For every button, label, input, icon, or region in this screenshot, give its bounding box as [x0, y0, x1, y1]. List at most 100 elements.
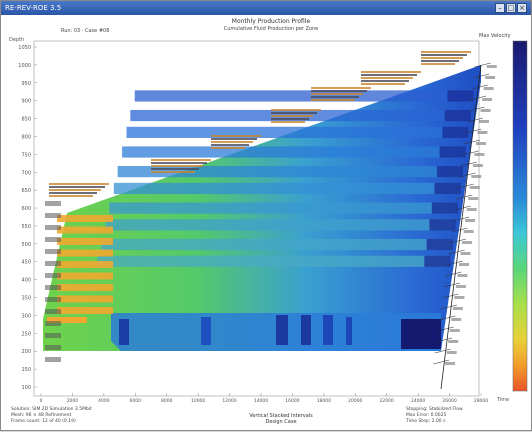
hatch-label	[485, 76, 496, 79]
flow-band-core	[442, 126, 469, 138]
x-tick-label: 12000	[222, 398, 236, 404]
label-block	[151, 171, 195, 173]
label-block	[211, 138, 257, 140]
label-block	[421, 54, 467, 56]
hatch-line	[446, 260, 464, 266]
orange-block	[57, 261, 113, 268]
y-tick-label: 400	[21, 278, 31, 284]
label-block	[421, 60, 459, 62]
hatch-line	[453, 216, 470, 222]
flow-band-core	[429, 219, 456, 231]
hatch-line	[454, 205, 471, 211]
label-block	[49, 189, 101, 191]
flow-band-core	[424, 255, 451, 267]
x-tick-label: 26000	[442, 398, 456, 404]
label-block	[45, 225, 61, 230]
label-block	[49, 183, 109, 185]
y-axis-ticks: 100 150 200 250 300 350 400 450 500 550 600 650 700 7…	[18, 45, 37, 391]
hatch-line	[471, 84, 488, 90]
hatch-label	[446, 351, 457, 354]
label-block	[45, 345, 61, 350]
y-tick-label: 200	[21, 349, 31, 355]
x-tick-label: 0	[40, 398, 43, 404]
label-block	[211, 147, 245, 149]
orange-block	[47, 317, 87, 323]
flow-band-core	[431, 202, 458, 214]
label-block	[271, 109, 321, 111]
window-title: RE-REV-ROE 3.5	[5, 4, 62, 12]
hatch-line	[463, 139, 481, 145]
hatch-line	[456, 194, 473, 200]
label-block	[211, 141, 253, 143]
hatch-label	[482, 98, 493, 101]
hatch-label	[462, 241, 473, 244]
hatch-line	[451, 227, 468, 233]
hatch-line	[445, 271, 462, 277]
hatch-label	[460, 252, 471, 255]
x-tick-label: 8000	[161, 398, 173, 404]
hatch-label	[477, 131, 488, 134]
footer-center-line: Design Case	[265, 419, 297, 425]
lower-zone-spike	[276, 315, 288, 345]
x-tick-label: 20000	[348, 398, 362, 404]
y-axis-label: Depth	[9, 37, 25, 43]
orange-block	[57, 272, 113, 280]
label-block	[45, 333, 61, 338]
y-tick-label: 600	[21, 206, 31, 212]
x-tick-label: 10000	[191, 398, 205, 404]
hatch-line	[448, 249, 465, 255]
flow-band-core	[447, 90, 474, 102]
orange-block	[57, 238, 113, 245]
x-tick-label: 24000	[411, 398, 425, 404]
label-block	[421, 51, 471, 53]
hatch-line	[474, 62, 491, 68]
footer-center: Vertical Stacked Intervals Design Case	[201, 413, 361, 425]
colorbar	[512, 40, 528, 392]
hatch-label	[455, 285, 466, 288]
minimize-button[interactable]: –	[495, 3, 505, 13]
label-block	[211, 144, 249, 146]
label-block	[311, 99, 355, 101]
lower-zone-spike	[119, 319, 129, 345]
label-block	[421, 57, 463, 59]
y-tick-label: 1000	[18, 63, 31, 69]
footer-right: Stopping: Stabilized Flow Max Error: 0.0…	[406, 407, 463, 425]
hatch-line	[437, 326, 454, 332]
hatch-label	[472, 164, 483, 167]
x-tick-label: 28000	[474, 398, 488, 404]
lower-zone-spike	[346, 317, 352, 345]
plot-subtitle: Cumulative Fluid Production per Zone	[223, 26, 319, 32]
label-block	[45, 297, 61, 302]
label-block	[361, 74, 417, 76]
maximize-button[interactable]: □	[506, 3, 516, 13]
hatch-label	[449, 329, 460, 332]
label-block	[45, 249, 61, 254]
y-tick-label: 500	[21, 242, 31, 248]
label-block	[45, 213, 61, 218]
footer-right-line: Time Step: 2.00 s	[406, 419, 446, 424]
label-block	[49, 192, 97, 194]
close-button[interactable]: ×	[517, 3, 527, 13]
hatch-line	[466, 117, 484, 123]
label-block	[361, 77, 413, 79]
label-block	[45, 357, 61, 362]
hatch-label	[483, 87, 494, 90]
x-axis-label: Time	[497, 397, 510, 403]
flow-band	[101, 238, 452, 251]
label-block	[361, 80, 409, 82]
y-tick-label: 950	[21, 81, 31, 87]
label-block	[45, 201, 61, 206]
label-block	[421, 63, 455, 65]
y-tick-label: 800	[21, 134, 31, 140]
hatch-line	[442, 293, 459, 299]
hatch-label	[469, 186, 480, 189]
x-tick-label: 16000	[285, 398, 299, 404]
x-axis-ticks: 0 2000 4000 6000 8000 10000 12000 14000 16000 180…	[40, 393, 488, 404]
label-block	[271, 118, 309, 120]
hatch-label	[480, 109, 491, 112]
orange-block	[57, 295, 113, 303]
x-tick-label: 2000	[67, 398, 79, 404]
hatch-label	[479, 120, 490, 123]
label-block	[49, 195, 93, 197]
